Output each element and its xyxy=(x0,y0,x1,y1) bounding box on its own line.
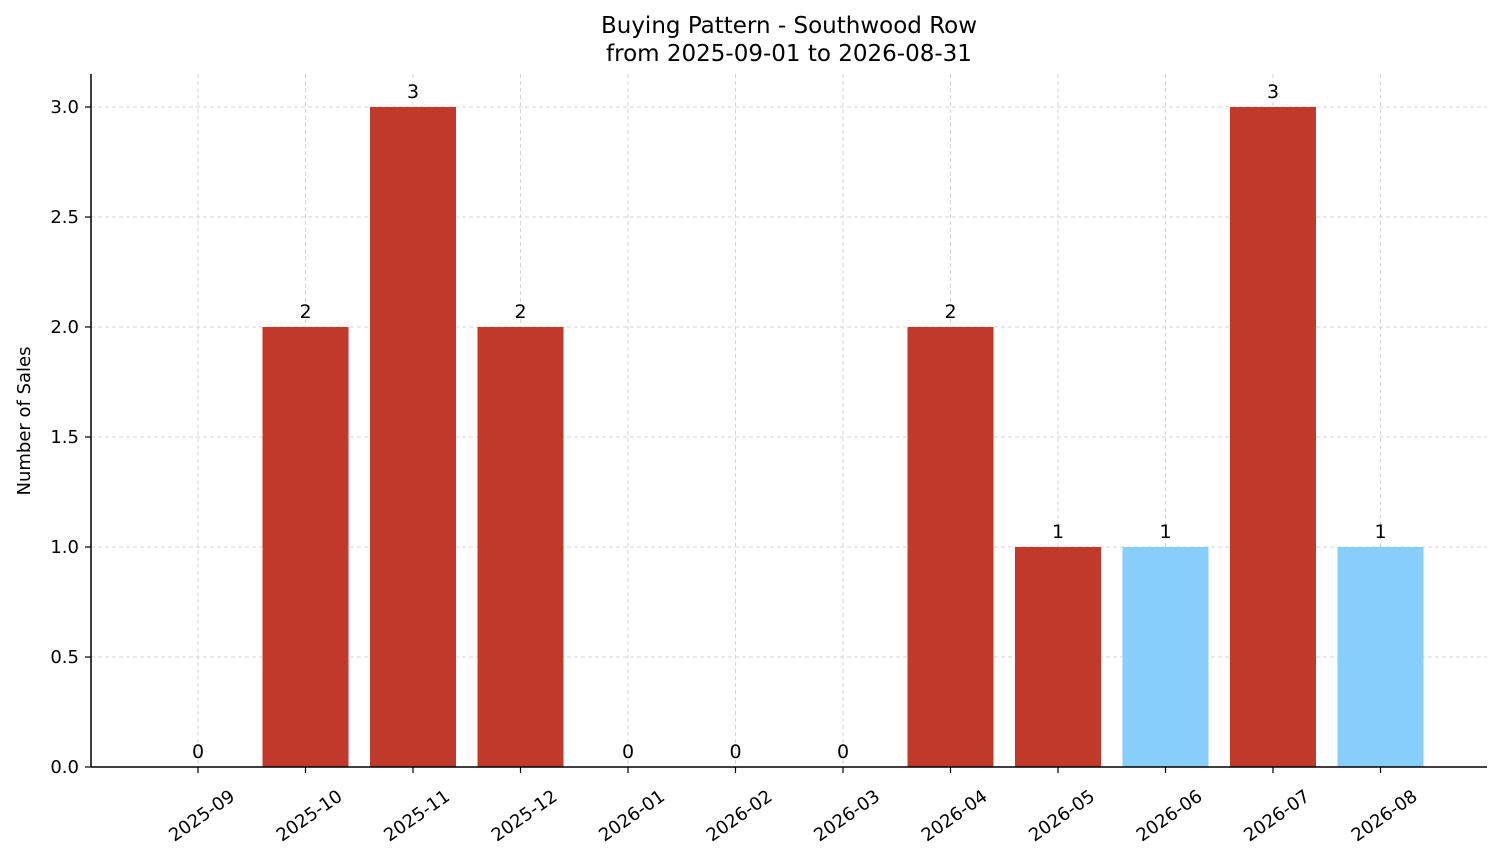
x-tick-label: 2025-09 xyxy=(165,786,239,846)
data-labels: 0 2 3 2 0 0 0 2 1 1 3 1 xyxy=(192,81,1387,763)
x-tick-label: 2026-07 xyxy=(1240,786,1314,846)
bar-2026-05 xyxy=(1015,547,1101,767)
chart-title: Buying Pattern - Southwood Row xyxy=(601,13,977,39)
data-label: 0 xyxy=(192,741,204,763)
x-tick-label: 2026-08 xyxy=(1348,786,1422,846)
bar-2025-10 xyxy=(262,327,349,767)
data-label: 2 xyxy=(944,301,956,323)
y-tick-label: 0.0 xyxy=(50,757,79,778)
y-tick-label: 3.0 xyxy=(50,97,79,118)
x-tick-label: 2026-04 xyxy=(918,786,992,846)
data-label: 1 xyxy=(1374,521,1386,543)
bar-2026-04 xyxy=(907,327,994,767)
chart-subtitle: from 2025-09-01 to 2026-08-31 xyxy=(606,41,972,67)
y-tick-label: 2.0 xyxy=(50,317,79,338)
data-label: 0 xyxy=(729,741,741,763)
bar-2025-12 xyxy=(477,327,564,767)
x-tick-label: 2025-11 xyxy=(380,786,454,846)
bar-2026-06 xyxy=(1122,547,1209,767)
data-label: 0 xyxy=(837,741,849,763)
y-tick-label: 1.0 xyxy=(50,537,79,558)
y-tick-label: 0.5 xyxy=(50,647,79,668)
data-label: 2 xyxy=(514,301,526,323)
data-label: 3 xyxy=(407,81,419,103)
x-tick-label: 2025-10 xyxy=(273,786,347,846)
x-tick-label: 2026-06 xyxy=(1133,786,1207,846)
bar-2026-08 xyxy=(1337,547,1424,767)
x-tick-label: 2026-03 xyxy=(810,786,884,846)
y-tick-label: 1.5 xyxy=(50,427,79,448)
x-tick-label: 2026-01 xyxy=(595,786,669,846)
bars xyxy=(262,107,1424,767)
data-label: 2 xyxy=(299,301,311,323)
y-axis-label: Number of Sales xyxy=(14,346,35,495)
data-label: 1 xyxy=(1159,521,1171,543)
x-tick-label: 2025-12 xyxy=(488,786,562,846)
bar-2025-11 xyxy=(370,107,456,767)
data-label: 1 xyxy=(1052,521,1064,543)
data-label: 3 xyxy=(1267,81,1279,103)
y-tick-label: 2.5 xyxy=(50,207,79,228)
bar-2026-07 xyxy=(1230,107,1316,767)
x-tick-label: 2026-02 xyxy=(703,786,777,846)
data-label: 0 xyxy=(622,741,634,763)
x-tick-label: 2026-05 xyxy=(1025,786,1099,846)
